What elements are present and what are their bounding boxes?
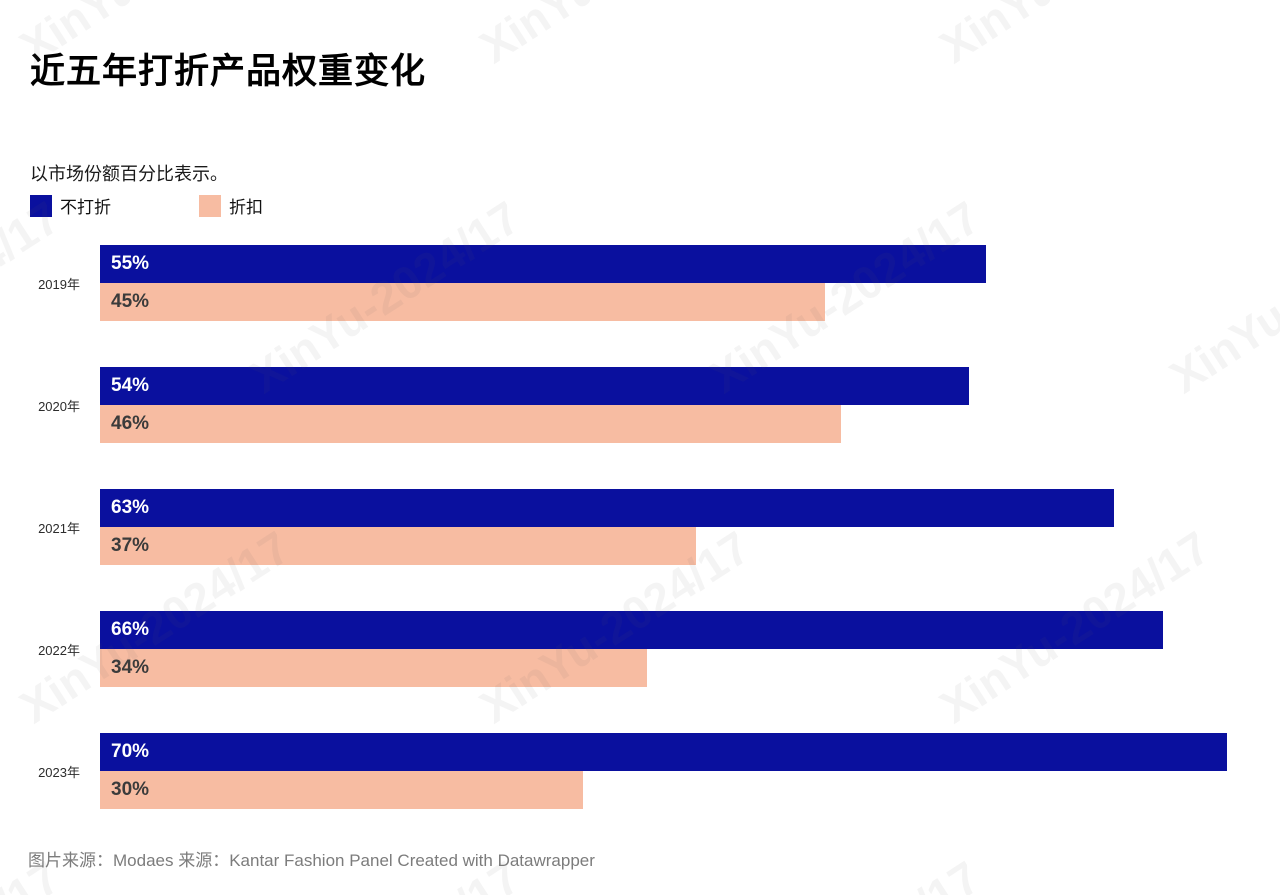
year-group: 2023年 70% 30%	[0, 733, 1280, 809]
legend-item-undiscounted: 不打折	[30, 193, 111, 218]
year-group: 2021年 63% 37%	[0, 489, 1280, 565]
watermark-text: XinYu-2024/17	[930, 0, 1219, 74]
bar-pair: 55% 45%	[100, 245, 986, 321]
bar-undiscounted: 54%	[100, 367, 969, 405]
bar-pair: 54% 46%	[100, 367, 969, 443]
bar-value-label-discounted: 34%	[111, 657, 150, 678]
bar-undiscounted: 55%	[100, 245, 986, 283]
legend-swatch-discounted	[199, 194, 221, 217]
bar-undiscounted: 70%	[100, 733, 1227, 771]
year-group: 2022年 66% 34%	[0, 611, 1280, 687]
watermark-text: XinYu-2024/17	[1160, 850, 1280, 895]
bar-value-label-discounted: 46%	[111, 413, 150, 434]
bar-discounted: 30%	[100, 771, 583, 809]
bar-undiscounted: 66%	[100, 611, 1163, 649]
bar-pair: 63% 37%	[100, 489, 1114, 565]
source-attribution: 图片来源：Modaes 来源：Kantar Fashion Panel Crea…	[28, 851, 595, 870]
legend-swatch-undiscounted	[30, 194, 52, 217]
bar-value-label-undiscounted: 55%	[111, 253, 150, 274]
bar-value-label-undiscounted: 70%	[111, 741, 150, 762]
bar-chart: 2019年 55% 45% 2020年 54% 46% 2021年 63%	[0, 245, 1280, 855]
legend-label-undiscounted: 不打折	[60, 198, 111, 217]
bar-discounted: 37%	[100, 527, 696, 565]
year-label: 2022年	[38, 642, 80, 658]
watermark-text: XinYu-2024/17	[700, 850, 989, 895]
year-group: 2019年 55% 45%	[0, 245, 1280, 321]
chart-subtitle: 以市场份额百分比表示。	[30, 164, 228, 184]
year-label: 2021年	[38, 520, 80, 536]
bar-value-label-undiscounted: 66%	[111, 619, 150, 640]
bar-discounted: 34%	[100, 649, 647, 687]
bar-pair: 70% 30%	[100, 733, 1227, 809]
legend: 不打折 折扣	[30, 193, 263, 218]
bar-value-label-discounted: 45%	[111, 291, 150, 312]
watermark-text: XinYu-2024/17	[470, 0, 759, 74]
bar-discounted: 45%	[100, 283, 825, 321]
chart-title: 近五年打折产品权重变化	[30, 52, 427, 92]
bar-discounted: 46%	[100, 405, 841, 443]
bar-value-label-undiscounted: 54%	[111, 375, 150, 396]
year-label: 2023年	[38, 764, 80, 780]
legend-label-discounted: 折扣	[229, 198, 263, 217]
year-label: 2019年	[38, 276, 80, 292]
bar-value-label-discounted: 37%	[111, 535, 150, 556]
bar-undiscounted: 63%	[100, 489, 1114, 527]
bar-value-label-undiscounted: 63%	[111, 497, 150, 518]
bar-pair: 66% 34%	[100, 611, 1163, 687]
legend-item-discounted: 折扣	[199, 193, 263, 218]
year-group: 2020年 54% 46%	[0, 367, 1280, 443]
bar-value-label-discounted: 30%	[111, 779, 150, 800]
year-label: 2020年	[38, 398, 80, 414]
